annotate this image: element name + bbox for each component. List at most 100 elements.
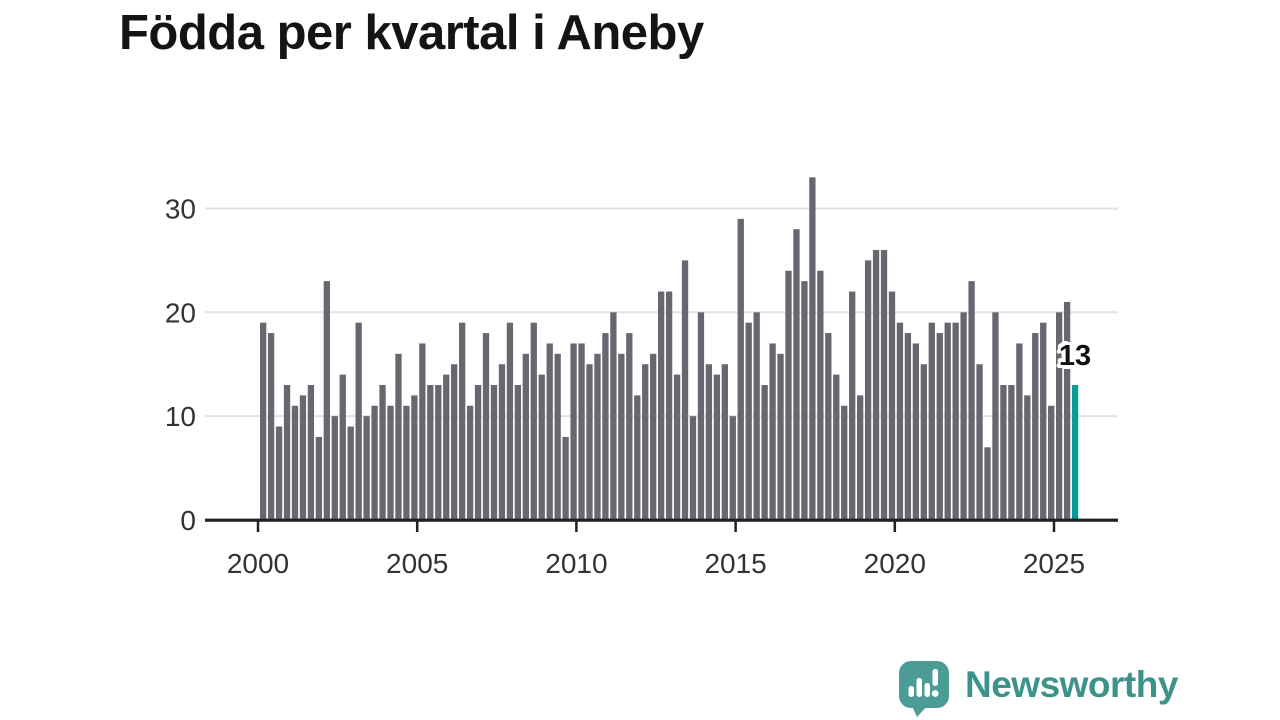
y-axis-label: 30: [165, 193, 196, 224]
bar: [578, 343, 585, 520]
bar: [904, 333, 912, 520]
bar: [888, 291, 896, 520]
bar: [466, 405, 474, 520]
bar: [594, 353, 601, 520]
bar: [347, 426, 354, 520]
bar: [809, 177, 816, 521]
bar: [395, 353, 402, 520]
bar: [896, 322, 904, 520]
bar: [546, 343, 553, 520]
bar: [371, 405, 378, 520]
bar: [817, 270, 824, 520]
bar: [522, 353, 529, 520]
bar: [387, 405, 394, 520]
x-axis-labels: 2000 2005 2010 2015 2020 2025: [227, 548, 1085, 579]
x-axis-tick: [893, 520, 897, 532]
bar: [610, 312, 617, 520]
bar: [435, 385, 442, 520]
bar: [849, 291, 856, 520]
x-axis-line: [205, 518, 1118, 522]
bar: [634, 395, 641, 520]
bar: [514, 385, 522, 520]
bar: [729, 416, 736, 520]
bar: [586, 364, 593, 520]
x-axis-tick: [256, 520, 260, 532]
newsworthy-wordmark: Newsworthy: [965, 664, 1178, 705]
bar: [602, 333, 609, 520]
bar: [721, 364, 728, 520]
bar: [1040, 322, 1047, 520]
bar: [753, 312, 760, 520]
bar: [737, 218, 744, 520]
bar: [777, 353, 784, 520]
y-axis-label: 10: [165, 401, 196, 432]
bar: [944, 322, 951, 520]
bar: [697, 312, 705, 520]
bar: [968, 281, 975, 520]
newsworthy-logo: Newsworthy: [896, 659, 1178, 717]
bar: [872, 249, 880, 521]
bar: [490, 385, 498, 520]
y-axis-label: 20: [165, 297, 196, 328]
bar: [1063, 301, 1071, 520]
bar: [880, 249, 888, 521]
x-axis-tick: [734, 520, 737, 532]
bar: [459, 322, 466, 520]
bar: [554, 353, 561, 520]
bar: [650, 353, 657, 520]
bar: [713, 374, 721, 520]
bar: [1000, 385, 1007, 520]
bar: [1048, 405, 1055, 520]
bar: [642, 364, 649, 520]
bars: [260, 177, 1079, 521]
bar: [530, 322, 537, 520]
bar: [681, 260, 689, 521]
bar: [291, 405, 299, 520]
bar: [299, 395, 307, 520]
bar: [275, 426, 283, 520]
bar: [984, 447, 991, 520]
bar: [1024, 395, 1031, 520]
bar: [864, 260, 872, 521]
bar: [403, 405, 410, 520]
bar: [315, 436, 323, 520]
bar: [498, 364, 506, 520]
x-axis-label: 2005: [386, 548, 448, 579]
bar: [626, 333, 633, 520]
x-axis-label: 2015: [704, 548, 766, 579]
bar: [339, 374, 346, 520]
bar: [976, 364, 983, 520]
bar: [825, 333, 832, 520]
x-axis-tick: [575, 520, 578, 532]
bar: [658, 291, 665, 520]
bar: [267, 333, 275, 520]
bar: [705, 364, 713, 520]
bar: [451, 364, 458, 520]
bar: [960, 312, 967, 520]
bar: [833, 374, 840, 520]
bar: [992, 312, 999, 520]
chart-title: Födda per kvartal i Aneby: [119, 6, 704, 60]
bar: [1056, 312, 1063, 520]
bar: [411, 395, 418, 520]
bar: [1032, 333, 1039, 520]
bar: [443, 374, 450, 520]
x-axis-label: 2020: [864, 548, 926, 579]
x-axis-label: 2010: [545, 548, 607, 579]
bar: [785, 270, 792, 520]
bar: [474, 385, 482, 520]
bar: [331, 416, 338, 520]
bar: [482, 333, 490, 520]
bar: [1016, 343, 1023, 520]
highlight-value-label: 13: [1058, 340, 1092, 372]
bar: [283, 385, 291, 520]
bar: [570, 343, 577, 520]
bar: [419, 343, 426, 520]
bar: [307, 385, 315, 520]
bar: [841, 405, 848, 520]
highlighted-bar: [1071, 385, 1079, 520]
bar: [618, 353, 625, 520]
bar: [506, 322, 514, 520]
bar: [793, 229, 800, 520]
bar: [1008, 385, 1015, 520]
